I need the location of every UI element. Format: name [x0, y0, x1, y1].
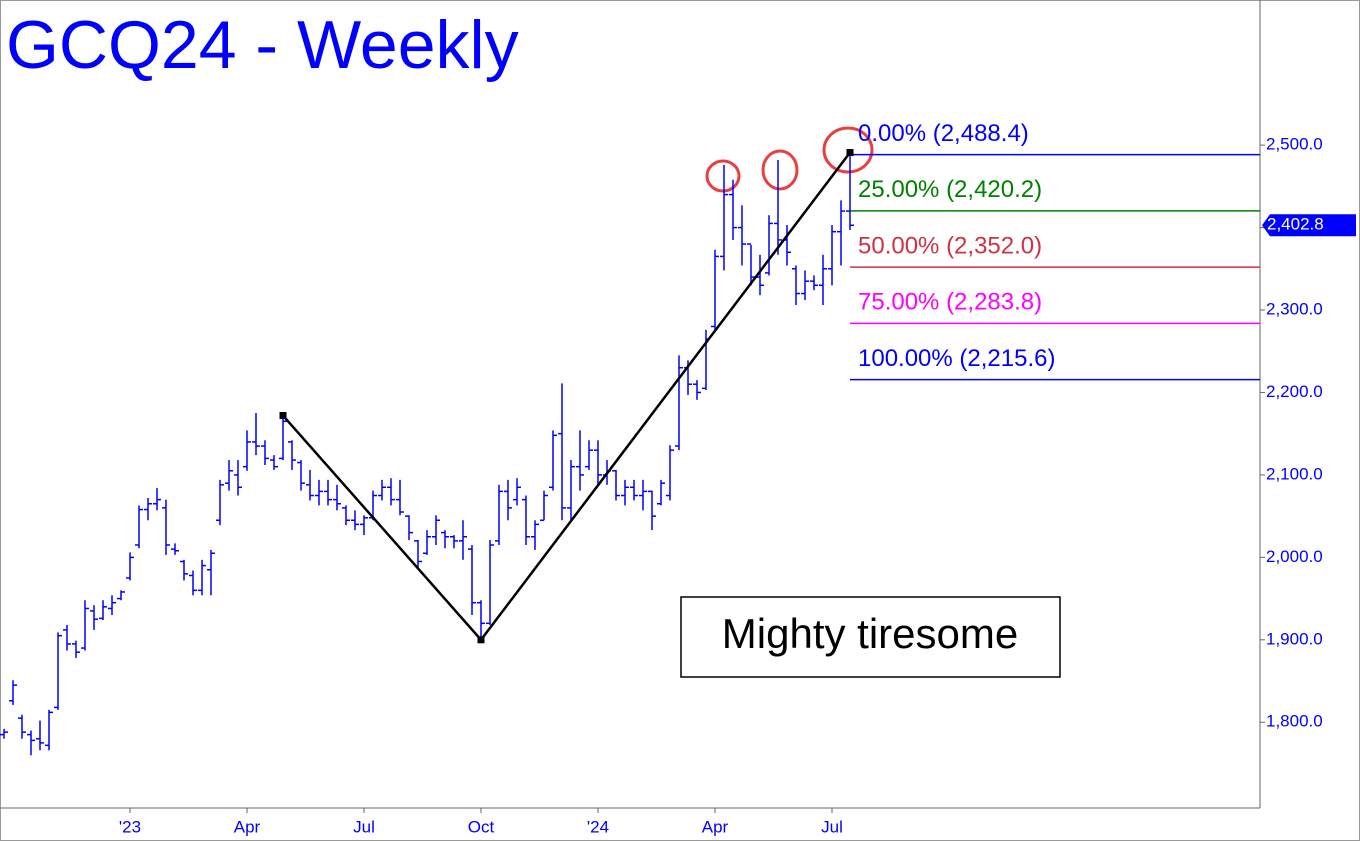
- fib-label: 25.00% (2,420.2): [858, 176, 1042, 203]
- y-tick-label: 2,500.0: [1266, 135, 1323, 154]
- trendline-node: [846, 149, 854, 157]
- x-tick-label: Apr: [234, 817, 261, 836]
- y-tick-label: 1,800.0: [1266, 712, 1323, 731]
- x-tick-label: Oct: [468, 817, 495, 836]
- y-tick-label: 2,100.0: [1266, 464, 1323, 483]
- x-tick-label: '24: [587, 817, 609, 836]
- highlight-circle: [761, 149, 799, 191]
- x-tick-label: '23: [119, 817, 141, 836]
- trendline-node: [279, 412, 287, 420]
- trendline-node: [477, 636, 485, 644]
- y-tick-label: 2,200.0: [1266, 382, 1323, 401]
- fib-label: 0.00% (2,488.4): [858, 120, 1029, 147]
- highlight-circle: [822, 126, 874, 174]
- fib-label: 50.00% (2,352.0): [858, 232, 1042, 259]
- fib-label: 75.00% (2,283.8): [858, 289, 1042, 316]
- y-tick-label: 2,000.0: [1266, 547, 1323, 566]
- x-tick-label: Jul: [353, 817, 375, 836]
- annotation: Mighty tiresome: [722, 610, 1018, 657]
- annotation-box: [680, 596, 1061, 678]
- x-tick-label: Jul: [821, 817, 843, 836]
- last-price-tag: [1262, 214, 1356, 237]
- fib-label: 100.00% (2,215.6): [858, 345, 1055, 372]
- last-price-label: 2,402.8: [1267, 215, 1324, 234]
- highlight-circle: [705, 159, 741, 193]
- x-tick-label: Apr: [702, 817, 729, 836]
- y-tick-label: 2,300.0: [1266, 299, 1323, 318]
- chart-title: GCQ24 - Weekly: [6, 7, 519, 83]
- y-tick-label: 1,900.0: [1266, 629, 1323, 648]
